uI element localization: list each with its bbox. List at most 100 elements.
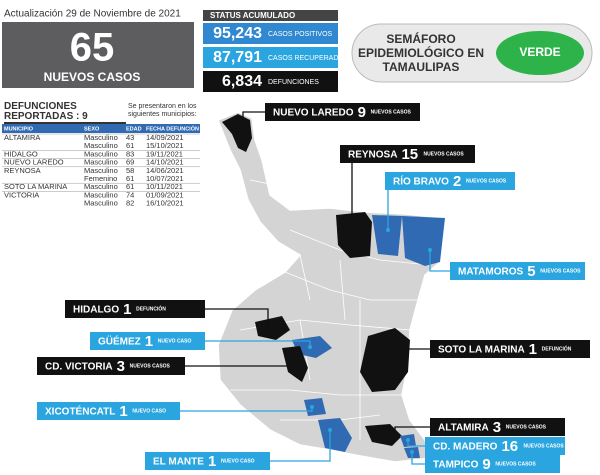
table-cell: Masculino [84,199,118,208]
label-count: 1 [208,453,216,470]
label-unit: DEFUNCIÓN [136,304,166,312]
label-count: 3 [493,419,501,436]
label-unit: NUEVO CASO [221,458,255,464]
status-value: 87,791 [213,49,262,66]
area-soto-la-marina [360,328,410,392]
leader-dot [428,248,432,252]
area-hidalgo [255,316,290,340]
table-cell: Masculino [84,149,118,158]
label-unit: NUEVOS CASOS [371,109,412,115]
status-value: 6,834 [222,73,262,90]
label-unit: NUEVOS CASOS [506,424,547,430]
leader-dot [393,434,397,438]
table-cell: 10/11/2021 [146,182,183,191]
table-cell: Masculino [84,158,118,167]
status-rows: 95,243 CASOS POSITIVOS 87,791 CASOS RECUPER… [203,23,349,92]
area-reynosa [336,212,372,258]
table-cell: VICTORIA [4,190,39,199]
area-nuevo-laredo [222,114,252,152]
deaths-title-box [4,104,122,122]
label-count: 3 [117,358,125,375]
label-box [90,332,205,350]
leader-dot [310,405,314,409]
label-name: ALTAMIRA [438,423,489,434]
leader-dot [241,126,245,130]
table-cell: 15/10/2021 [146,141,184,150]
leader-dot [328,428,332,432]
label-count: 1 [145,333,153,350]
table-cell: 61 [126,174,134,183]
semaforo-title-wrap: SEMÁFORO EPIDEMIOLÓGICO EN TAMAULIPAS [358,32,484,74]
table-cell: Masculino [84,141,118,150]
status-label: DEFUNCIONES [268,79,319,86]
label-name: REYNOSA [348,150,397,161]
label-box [450,262,585,280]
label-unit: DEFUNCIÓN [542,344,572,352]
label-unit: NUEVO CASO [132,408,166,414]
table-cell: NUEVO LAREDO [4,158,64,167]
table-cell: 43 [126,133,134,142]
label-box [265,103,420,121]
label-box [385,172,515,190]
update-date: Actualización 29 de Noviembre de 2021 [4,9,181,20]
leader-dot [406,438,410,442]
table-cell: 14/09/2021 [146,133,184,142]
table-cell: 14/06/2021 [146,166,184,175]
label-name: EL MANTE [153,457,204,468]
label-unit: NUEVOS CASOS [523,443,564,449]
label-unit: NUEVOS CASOS [495,461,536,467]
label-count: 9 [482,456,490,473]
leader-line [205,308,269,328]
label-unit: NUEVOS CASOS [466,178,507,184]
deaths-note: Se presentaron en los siguientes municip… [128,103,197,118]
label-unit: NUEVOS CASOS [423,151,464,157]
table-cell: Femenino [84,174,117,183]
status-row [203,23,338,44]
table-cell: 19/11/2021 [146,149,183,158]
label-name: TAMPICO [433,460,479,471]
label-name: GÜÉMEZ [98,335,141,348]
label-name: XICOTÉNCATL [45,405,115,418]
leader-dot [410,450,414,454]
label-name: RÍO BRAVO [393,175,449,188]
table-header: MUNICIPIO [4,126,34,132]
label-box [425,455,560,473]
table-cell: 01/09/2021 [146,190,184,199]
label-count: 15 [401,146,418,163]
label-box [37,402,180,420]
table-cell: 61 [126,182,134,191]
leader-dot [350,228,354,232]
new-cases-label: NUEVOS CASOS [44,70,141,84]
deaths-table: MUNICIPIO SEXO EDAD FECHA DEFUNCIÓN ALTAMIRA… [2,124,200,208]
table-cell: 10/07/2021 [146,174,184,183]
area-victoria [282,346,308,382]
table-cell: SOTO LA MARINA [4,182,67,191]
table-cell: ALTAMIRA [4,133,40,142]
label-box [145,452,270,470]
new-cases-number: 65 [70,26,115,70]
table-cell: 61 [126,141,134,150]
table-cell: 69 [126,158,134,167]
deaths-title-wrap: DEFUNCIONES REPORTADAS : 9 [4,102,126,124]
table-cell: Masculino [84,190,118,199]
label-name: NUEVO LAREDO [273,108,354,119]
status-value: 95,243 [213,25,262,42]
status-label: CASOS POSITIVOS [268,31,333,38]
label-count: 5 [527,263,535,280]
status-title-box [203,10,338,21]
label-box [340,145,475,163]
label-name: SOTO LA MARINA [438,345,525,356]
leader-line [411,452,425,465]
leader-line [394,426,430,436]
status-label: CASOS RECUPERADOS [268,55,349,62]
label-box [425,437,565,455]
status-row [203,71,338,92]
new-cases-box [2,22,194,88]
label-box [430,418,565,436]
area-el-mante [318,418,352,452]
label-name: CD. MADERO [433,442,498,453]
table-cell: Masculino [84,166,118,175]
area-rio-bravo [372,215,402,256]
table-cell: 83 [126,149,134,158]
